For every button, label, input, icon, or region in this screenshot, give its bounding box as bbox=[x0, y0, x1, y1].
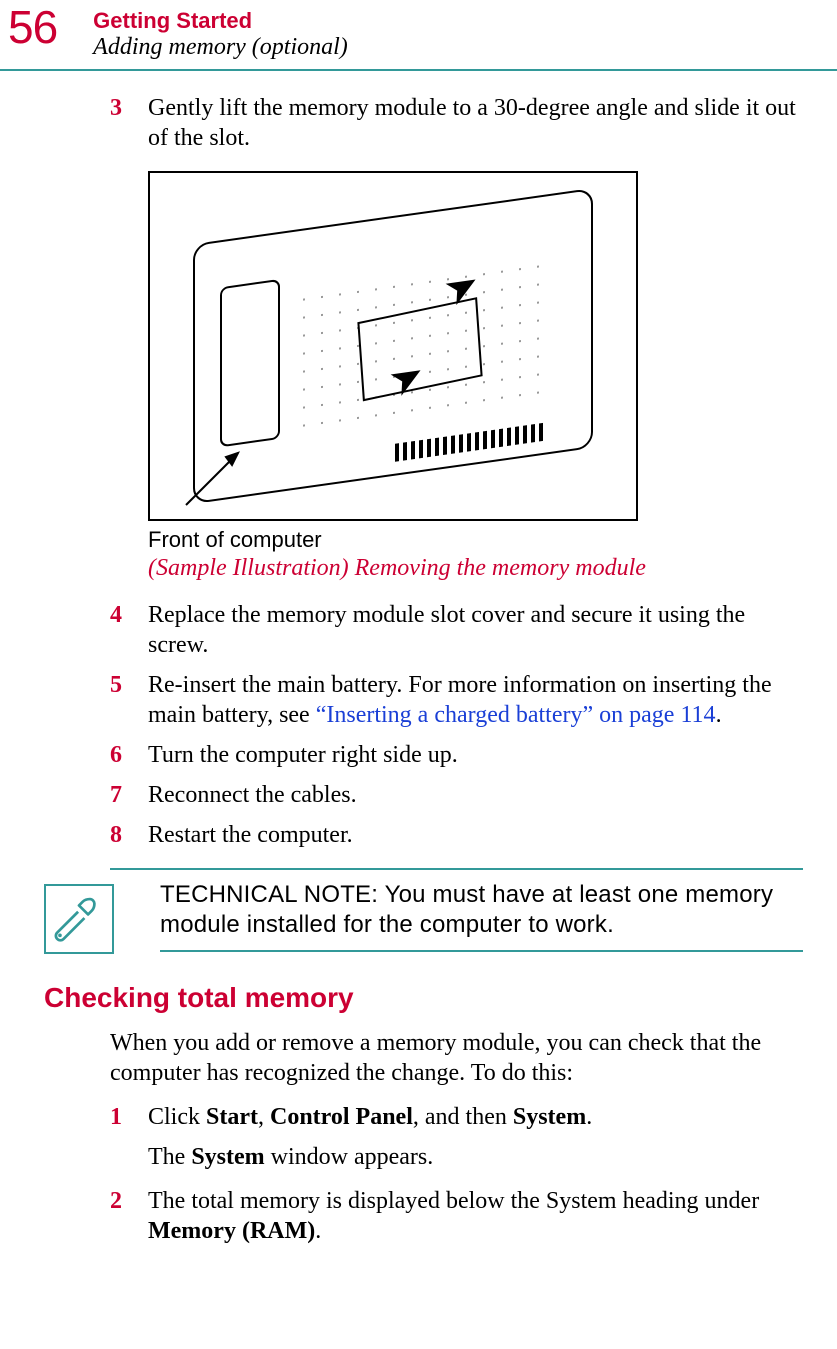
step-5: 5 Re-insert the main battery. For more i… bbox=[110, 670, 803, 730]
horizontal-rule bbox=[160, 950, 803, 952]
step-text: Re-insert the main battery. For more inf… bbox=[148, 670, 803, 730]
t: window appears. bbox=[265, 1144, 434, 1170]
page-number: 56 bbox=[0, 4, 93, 50]
step-number: 6 bbox=[110, 740, 148, 770]
section-intro-paragraph: When you add or remove a memory module, … bbox=[110, 1028, 803, 1088]
t: . bbox=[586, 1104, 592, 1130]
header-section-title: Getting Started bbox=[93, 8, 348, 34]
t: Click bbox=[148, 1104, 206, 1130]
vent-grille bbox=[395, 423, 545, 462]
step-text: Restart the computer. bbox=[148, 820, 803, 850]
step-4: 4 Replace the memory module slot cover a… bbox=[110, 600, 803, 660]
t: , and then bbox=[413, 1104, 513, 1130]
header-text: Getting Started Adding memory (optional) bbox=[93, 4, 348, 61]
t: The total memory is displayed below the … bbox=[148, 1188, 759, 1214]
check-step-1: 1 Click Start, Control Panel, and then S… bbox=[110, 1102, 803, 1132]
step-text: Turn the computer right side up. bbox=[148, 740, 803, 770]
figure-caption: (Sample Illustration) Removing the memor… bbox=[148, 555, 803, 582]
step5-text-after: . bbox=[716, 702, 722, 728]
step-text: Reconnect the cables. bbox=[148, 780, 803, 810]
bold-start: Start bbox=[206, 1104, 258, 1130]
horizontal-rule bbox=[110, 868, 803, 870]
technical-note-block: TECHNICAL NOTE: You must have at least o… bbox=[44, 880, 803, 954]
wrench-icon bbox=[44, 884, 114, 954]
t: The bbox=[148, 1144, 191, 1170]
bold-memory-ram: Memory (RAM) bbox=[148, 1218, 315, 1244]
step-number: 2 bbox=[110, 1186, 148, 1246]
t: . bbox=[315, 1218, 321, 1244]
step-number: 4 bbox=[110, 600, 148, 660]
step-3: 3 Gently lift the memory module to a 30-… bbox=[110, 93, 803, 153]
section-heading-checking-memory: Checking total memory bbox=[44, 982, 803, 1014]
step-text: The total memory is displayed below the … bbox=[148, 1186, 803, 1246]
step-text: Replace the memory module slot cover and… bbox=[148, 600, 803, 660]
step-number: 5 bbox=[110, 670, 148, 730]
step-text: Click Start, Control Panel, and then Sys… bbox=[148, 1102, 803, 1132]
step-number: 7 bbox=[110, 780, 148, 810]
step-number: 8 bbox=[110, 820, 148, 850]
header-section-subtitle: Adding memory (optional) bbox=[93, 34, 348, 61]
technical-note-text: TECHNICAL NOTE: You must have at least o… bbox=[160, 880, 803, 940]
step-8: 8 Restart the computer. bbox=[110, 820, 803, 850]
check-step-2: 2 The total memory is displayed below th… bbox=[110, 1186, 803, 1246]
tech-note-label: TECHNICAL NOTE: bbox=[160, 881, 378, 908]
battery-slot-outline bbox=[220, 279, 280, 447]
figure-label: Front of computer bbox=[148, 527, 803, 553]
figure-frame: ➤ ➤ bbox=[148, 171, 638, 521]
figure-removing-memory: ➤ ➤ Front of computer (Sample Illustrati… bbox=[148, 171, 803, 582]
step-7: 7 Reconnect the cables. bbox=[110, 780, 803, 810]
pointer-arrow-icon bbox=[178, 433, 258, 513]
t: , bbox=[258, 1104, 270, 1130]
bold-system-window: System bbox=[191, 1144, 264, 1170]
bold-system: System bbox=[513, 1104, 586, 1130]
page-header: 56 Getting Started Adding memory (option… bbox=[0, 0, 837, 71]
check-step-1-context: The System window appears. bbox=[148, 1142, 803, 1172]
step-number: 1 bbox=[110, 1102, 148, 1132]
step-6: 6 Turn the computer right side up. bbox=[110, 740, 803, 770]
cross-reference-link[interactable]: “Inserting a charged battery” on page 11… bbox=[316, 702, 716, 728]
bold-control-panel: Control Panel bbox=[270, 1104, 413, 1130]
step-number: 3 bbox=[110, 93, 148, 153]
step-text: Gently lift the memory module to a 30-de… bbox=[148, 93, 803, 153]
